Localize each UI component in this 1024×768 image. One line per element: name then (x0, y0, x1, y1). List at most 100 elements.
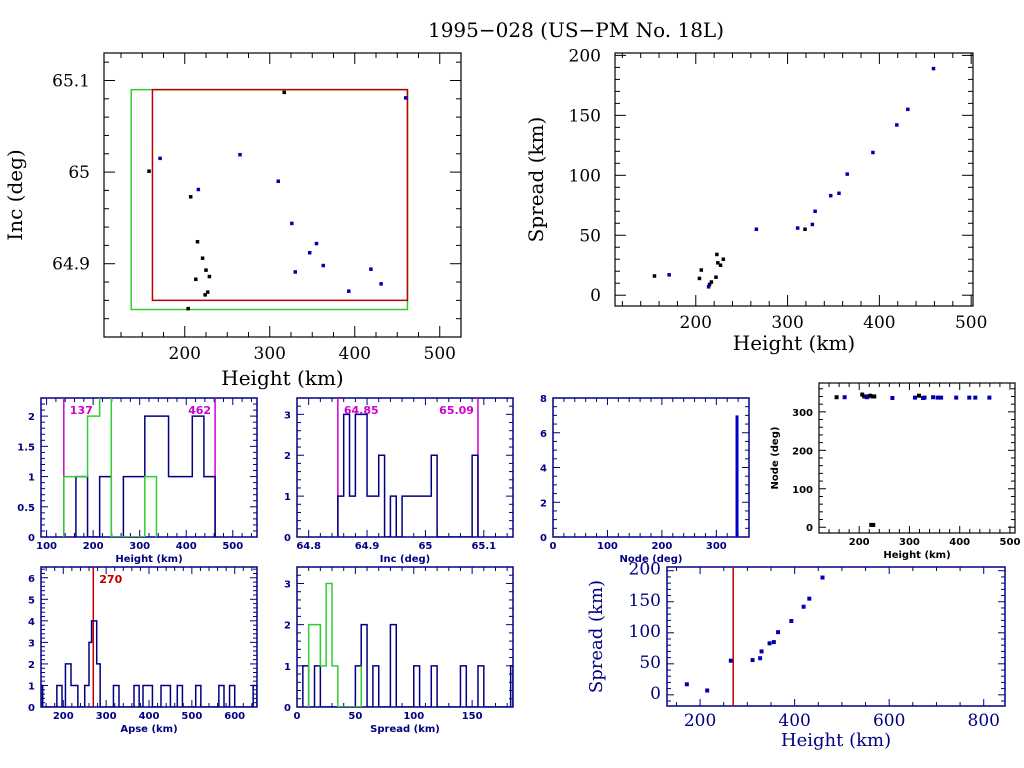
y-tick-label: 64.9 (52, 255, 90, 275)
y-tick-label: 6 (28, 574, 35, 585)
y-tick-label: 150 (629, 591, 661, 611)
y-tick-label: 1 (284, 662, 291, 673)
x-axis-label: Height (km) (115, 554, 182, 565)
data-point-black (203, 293, 207, 297)
data-point-black (718, 263, 723, 267)
y-tick-label: 2 (28, 412, 35, 423)
data-point-blue (828, 193, 833, 198)
x-tick-label: 600 (873, 711, 905, 731)
x-tick-label: 400 (176, 541, 197, 552)
data-point-blue (706, 285, 711, 289)
x-tick-label: 65.1 (471, 541, 496, 552)
data-point-blue (871, 150, 875, 155)
data-point-blue (967, 395, 972, 400)
data-point-black (200, 256, 205, 260)
y-tick-label: 100 (569, 166, 601, 186)
y-tick-label: 5 (28, 595, 35, 606)
data-point-blue (842, 395, 847, 400)
data-point-black (707, 282, 712, 287)
y-tick-label: 2 (284, 451, 291, 462)
x-tick-label: 200 (83, 541, 104, 552)
data-point-blue (158, 156, 162, 161)
threshold-label: 65.09 (439, 404, 474, 417)
y-tick-label: 65 (68, 163, 90, 183)
y-tick-label: 2 (284, 621, 291, 632)
y-tick-label: 3 (284, 579, 291, 590)
x-tick-label: 300 (706, 541, 727, 552)
x-tick-label: 200 (684, 711, 716, 731)
x-tick-label: 100 (597, 541, 618, 552)
histogram-blue-hist (75, 415, 216, 537)
y-tick-label: 100 (792, 485, 813, 496)
plot-frame (103, 52, 462, 338)
figure-title: 1995−028 (US−PM No. 18L) (428, 18, 724, 42)
histogram-blue-hist (337, 413, 479, 537)
plot-frame (552, 397, 750, 538)
data-point-black (205, 290, 210, 294)
data-point-black (721, 257, 726, 261)
data-point-blue (771, 640, 776, 645)
x-tick-label: 800 (968, 711, 1000, 731)
panel-spread-histogram: 0 50 100 150 0 1 2 3 Spread (km) (284, 566, 514, 735)
y-tick-label: 4 (540, 464, 547, 475)
y-tick-label: 0 (590, 286, 601, 306)
x-tick-label: 300 (96, 711, 117, 722)
data-point-black (860, 392, 865, 397)
x-tick-label: 50 (348, 711, 362, 722)
x-tick-label: 65 (418, 541, 432, 552)
threshold-label: 462 (188, 404, 211, 417)
x-tick-label: 0 (294, 711, 301, 722)
data-point-black (207, 274, 212, 279)
data-point-black (147, 169, 151, 173)
x-tick-label: 400 (339, 344, 371, 364)
x-tick-label: 500 (424, 344, 456, 364)
x-tick-label: 150 (462, 711, 483, 722)
data-point-blue (820, 575, 825, 580)
data-point-blue (795, 226, 800, 230)
data-point-blue (667, 273, 671, 277)
plot-area (337, 398, 479, 537)
panel-height-histogram: 100 200 300 400 500 0 0.5 1 1.5 2 Height (km) 137 46… (17, 397, 258, 565)
x-tick-label: 400 (949, 537, 970, 548)
plot-area (63, 398, 216, 537)
data-point-black (195, 239, 200, 244)
threshold-label: 270 (99, 573, 122, 586)
plot-frame (296, 397, 514, 538)
data-point-black (652, 274, 657, 278)
panel-node-vs-height: 200 300 400 500 0 100 200 300 Height (km) Node (d… (770, 382, 1021, 561)
y-tick-label: 2 (540, 498, 547, 509)
x-tick-label: 0 (550, 541, 557, 552)
data-point-blue (321, 263, 326, 268)
y-tick-label: 50 (639, 653, 661, 673)
plot-area (41, 567, 257, 707)
plot-frame (40, 397, 258, 538)
histogram-bar (735, 415, 739, 537)
data-point-black (834, 395, 839, 400)
plot-frame (614, 52, 974, 307)
panel-inc-histogram: 64.8 64.9 65 65.1 0 1 2 3 Inc (deg) 64.85 65.09 (284, 397, 514, 565)
y-tick-label: 150 (569, 106, 601, 126)
data-point-blue (276, 179, 280, 184)
data-point-blue (931, 395, 936, 400)
data-point-blue (807, 596, 812, 601)
data-point-blue (776, 630, 781, 635)
data-point-blue (864, 395, 869, 400)
data-point-black (872, 394, 877, 399)
y-tick-label: 1 (28, 681, 35, 692)
x-tick-label: 500 (1000, 537, 1021, 548)
x-tick-label: 600 (224, 711, 245, 722)
y-tick-label: 6 (540, 429, 547, 440)
data-point-blue (922, 395, 927, 400)
y-axis-label: Spread (km) (524, 117, 548, 243)
data-point-black (204, 268, 208, 272)
x-tick-label: 500 (955, 313, 987, 333)
data-point-blue (290, 221, 294, 226)
x-tick-label: 200 (169, 344, 201, 364)
threshold-label: 137 (70, 404, 93, 417)
data-point-blue (789, 618, 794, 623)
data-point-blue (758, 656, 763, 661)
x-tick-label: 200 (680, 313, 712, 333)
panel-inc-vs-height: 200 300 400 500 64.9 65 65.1 Height (km) Inc (de… (3, 52, 462, 390)
threshold-label: 64.85 (344, 404, 379, 417)
data-point-black (186, 306, 190, 311)
